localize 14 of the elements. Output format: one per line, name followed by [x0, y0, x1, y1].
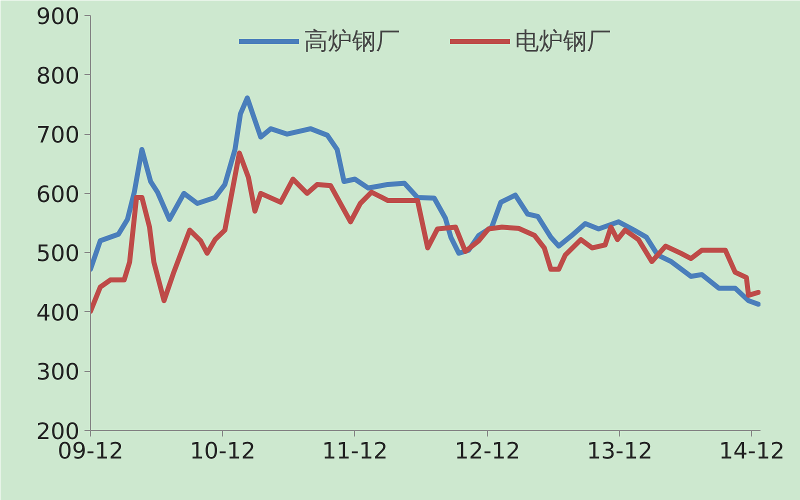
legend-label: 电炉钢厂: [515, 26, 611, 57]
y-tick-label: 700: [36, 122, 80, 149]
y-tick-label: 800: [36, 63, 80, 90]
y-tick-label: 500: [36, 241, 80, 268]
x-tick-label: 10-12: [190, 438, 256, 464]
y-tick-label: 400: [36, 300, 80, 326]
x-tick-label: 14-12: [718, 438, 785, 464]
x-tick-label: 13-12: [586, 438, 653, 464]
y-tick-label: 900: [36, 4, 80, 30]
y-tick-label: 300: [36, 360, 80, 386]
y-tick-label: 600: [36, 182, 80, 208]
legend-label: 高炉钢厂: [304, 26, 400, 57]
x-tick-label: 12-12: [454, 438, 520, 464]
x-tick-label: 11-12: [322, 438, 388, 464]
